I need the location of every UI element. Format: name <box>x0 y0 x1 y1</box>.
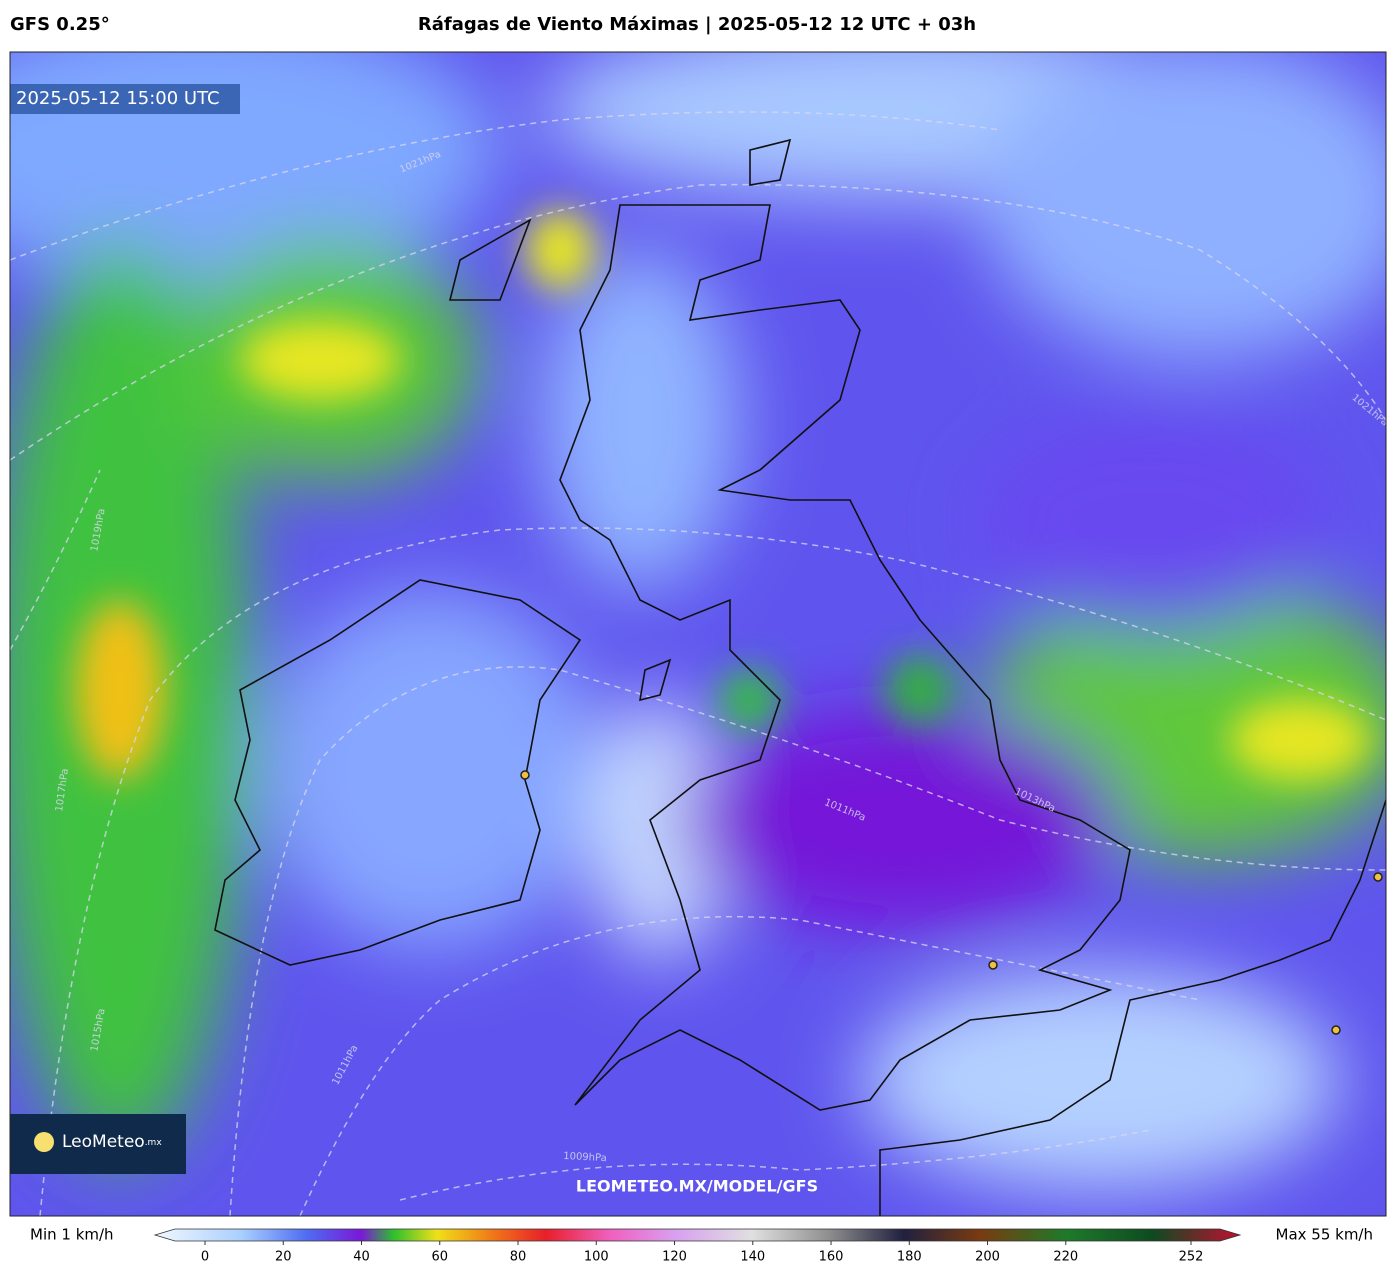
logo-name: LeoMeteo.mx <box>62 1132 162 1152</box>
colorbar-tick-label: 40 <box>353 1250 370 1264</box>
colorbar-tick-label: 20 <box>275 1250 292 1264</box>
colorbar-min: Min 1 km/h <box>30 1226 114 1244</box>
colorbar-tick-label: 180 <box>897 1250 922 1264</box>
logo-sun <box>34 1132 54 1152</box>
colorbar <box>153 1228 1242 1242</box>
colorbar-tick-label: 120 <box>662 1250 687 1264</box>
map-title: Ráfagas de Viento Máximas | 2025-05-12 1… <box>418 14 976 35</box>
colorbar-max: Max 55 km/h <box>1276 1226 1374 1244</box>
city-markers <box>520 770 1383 1035</box>
isobar-label: 1009hPa <box>563 1151 607 1164</box>
colorbar-tick-label: 160 <box>819 1250 844 1264</box>
colorbar-ticks: 0 20 40 60 80 100 120 140 160 180 200 220 252 <box>201 1241 1204 1264</box>
colorbar-tick-label: 60 <box>431 1250 448 1264</box>
colorbar-tick-label: 140 <box>740 1250 765 1264</box>
colorbar-tick-label: 252 <box>1179 1250 1204 1264</box>
colorbar-tick-label: 80 <box>510 1250 527 1264</box>
valid-time: 2025-05-12 15:00 UTC <box>16 88 220 109</box>
logo-suffix: .mx <box>145 1138 163 1148</box>
logo-text: LeoMeteo <box>62 1132 145 1152</box>
model-label: GFS 0.25° <box>10 14 110 35</box>
colorbar-tick-label: 0 <box>201 1250 209 1264</box>
valid-time-box <box>10 84 240 114</box>
colorbar-tick-label: 220 <box>1053 1250 1078 1264</box>
map-frame <box>9 51 1387 1217</box>
colorbar-tick-label: 200 <box>975 1250 1000 1264</box>
colorbar-tick-label: 100 <box>584 1250 609 1264</box>
wind-field: 1021hPa 1021hPa 1019hPa 1017hPa 1015hPa … <box>10 52 1386 1216</box>
coastlines <box>214 138 1386 1216</box>
watermark: LEOMETEO.MX/MODEL/GFS <box>576 1177 818 1196</box>
